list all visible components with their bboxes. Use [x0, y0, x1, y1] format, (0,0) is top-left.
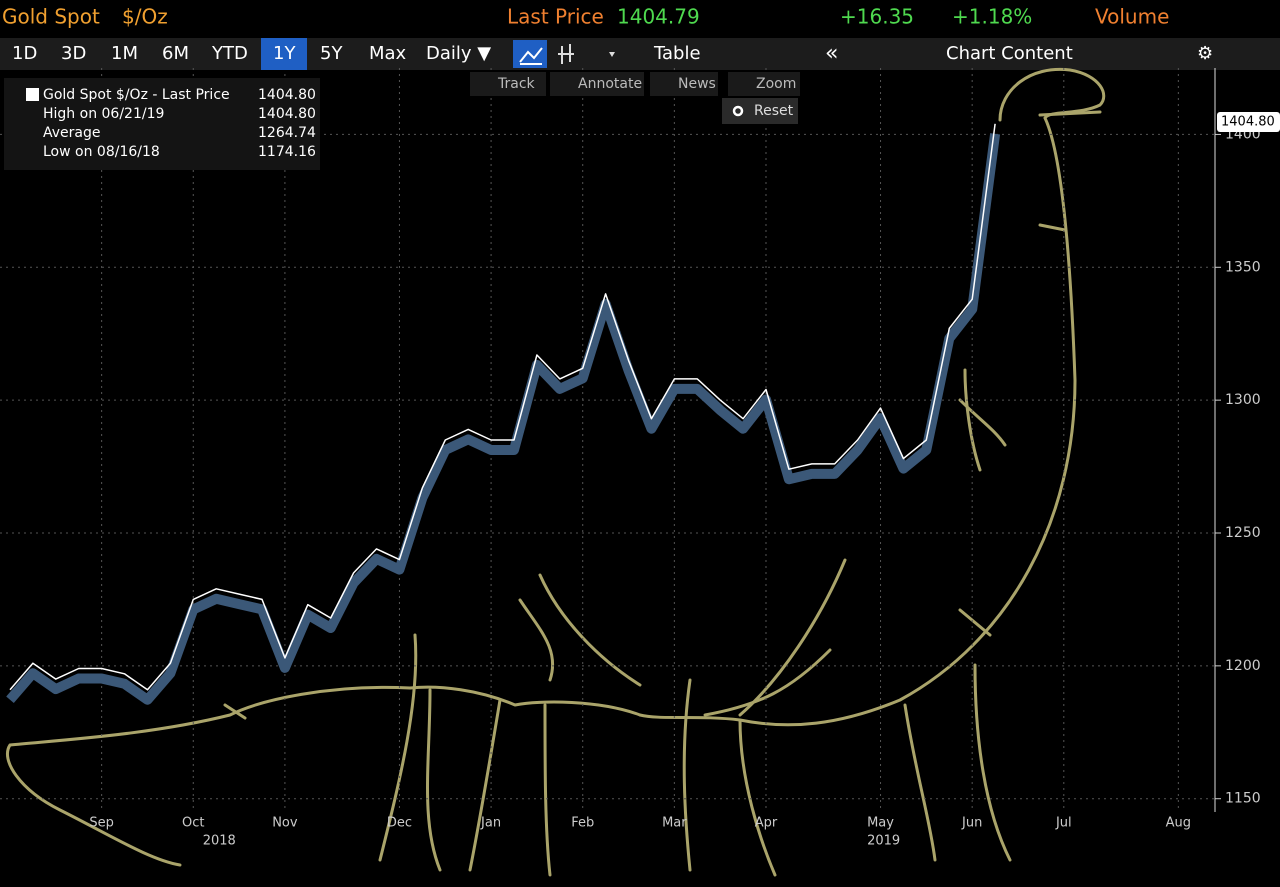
last-price-label: Last Price: [507, 5, 604, 29]
x-tick-label: Nov: [272, 816, 298, 831]
header-bar: [0, 0, 1280, 36]
range-button[interactable]: 1Y: [273, 43, 296, 64]
volume-label: Volume: [1095, 5, 1169, 29]
bar-chart-icon[interactable]: [558, 44, 574, 64]
x-tick-label: Aug: [1166, 816, 1191, 831]
y-tick-label: 1300: [1225, 392, 1261, 408]
last-price-marker-bg: [1217, 112, 1280, 132]
reset-icon: [732, 105, 744, 117]
collapse-button[interactable]: «: [825, 41, 838, 66]
frequency-dropdown[interactable]: Daily ▼: [426, 43, 491, 64]
y-tick-label: 1200: [1225, 658, 1261, 674]
legend-value: 1174.16: [258, 144, 316, 160]
legend-label: Low on 08/16/18: [43, 144, 160, 160]
line-chart-icon-glyph: [519, 47, 543, 65]
reset-button[interactable]: Reset: [754, 103, 794, 119]
range-button[interactable]: YTD: [211, 43, 248, 64]
x-tick-label: Mar: [662, 816, 687, 831]
table-button[interactable]: Table: [653, 43, 701, 64]
range-button[interactable]: 3D: [61, 43, 86, 64]
tool-button-bg[interactable]: [728, 72, 800, 96]
unit: $/Oz: [122, 5, 168, 29]
dropdown-arrow[interactable]: [609, 52, 615, 57]
y-tick-label: 1250: [1225, 525, 1261, 541]
highlight-trace: [6, 133, 1001, 705]
price-line: [9, 123, 996, 691]
range-button[interactable]: Max: [369, 43, 407, 64]
legend-swatch: [26, 88, 39, 101]
x-tick-label: Sep: [89, 816, 114, 831]
legend-value: 1404.80: [258, 106, 316, 122]
legend-value: 1404.80: [258, 87, 316, 103]
x-tick-label: Feb: [571, 816, 594, 831]
settings-button[interactable]: ⚙: [1197, 43, 1213, 64]
x-tick-label: Dec: [387, 816, 412, 831]
last-price-marker: 1404.80: [1221, 115, 1275, 130]
y-tick-label: 1150: [1225, 791, 1261, 807]
x-tick-label: Apr: [755, 816, 778, 831]
x-tick-label: Jun: [961, 816, 982, 831]
legend-label: Gold Spot $/Oz - Last Price: [43, 87, 230, 103]
tool-button-bg[interactable]: [650, 72, 718, 96]
legend: Gold Spot $/Oz - Last Price 1404.80 High o…: [26, 87, 316, 160]
tool-button[interactable]: Zoom: [756, 76, 796, 92]
x-tick-label: Jul: [1055, 816, 1072, 831]
range-button[interactable]: 1D: [12, 43, 37, 64]
last-price: 1404.79: [617, 5, 700, 29]
y-tick-label: 1350: [1225, 259, 1261, 275]
change-pct: +1.18%: [952, 5, 1032, 29]
chart-content-button[interactable]: Chart Content: [946, 43, 1073, 64]
tool-button[interactable]: Track: [497, 76, 536, 92]
active-range-bg: [261, 38, 307, 70]
year-label: 2019: [867, 834, 900, 849]
legend-value: 1264.74: [258, 125, 316, 141]
tool-button[interactable]: News: [678, 76, 716, 92]
tool-button-bg[interactable]: [550, 72, 644, 96]
year-label: 2018: [203, 834, 236, 849]
legend-label: Average: [43, 125, 101, 141]
range-button[interactable]: 6M: [162, 43, 189, 64]
security-name: Gold Spot: [2, 5, 100, 29]
toolbar: [0, 38, 1280, 70]
x-tick-label: Oct: [182, 816, 204, 831]
range-button[interactable]: 5Y: [320, 43, 343, 64]
tool-button-bg[interactable]: [470, 72, 546, 96]
dinosaur-doodle: [6, 67, 1106, 877]
range-button[interactable]: 1M: [111, 43, 138, 64]
legend-box: [4, 78, 320, 170]
legend-label: High on 06/21/19: [43, 106, 164, 122]
change: +16.35: [840, 5, 914, 29]
tool-button[interactable]: Annotate: [578, 76, 642, 92]
x-tick-label: Jan: [480, 816, 501, 831]
x-tick-label: May: [867, 816, 894, 831]
